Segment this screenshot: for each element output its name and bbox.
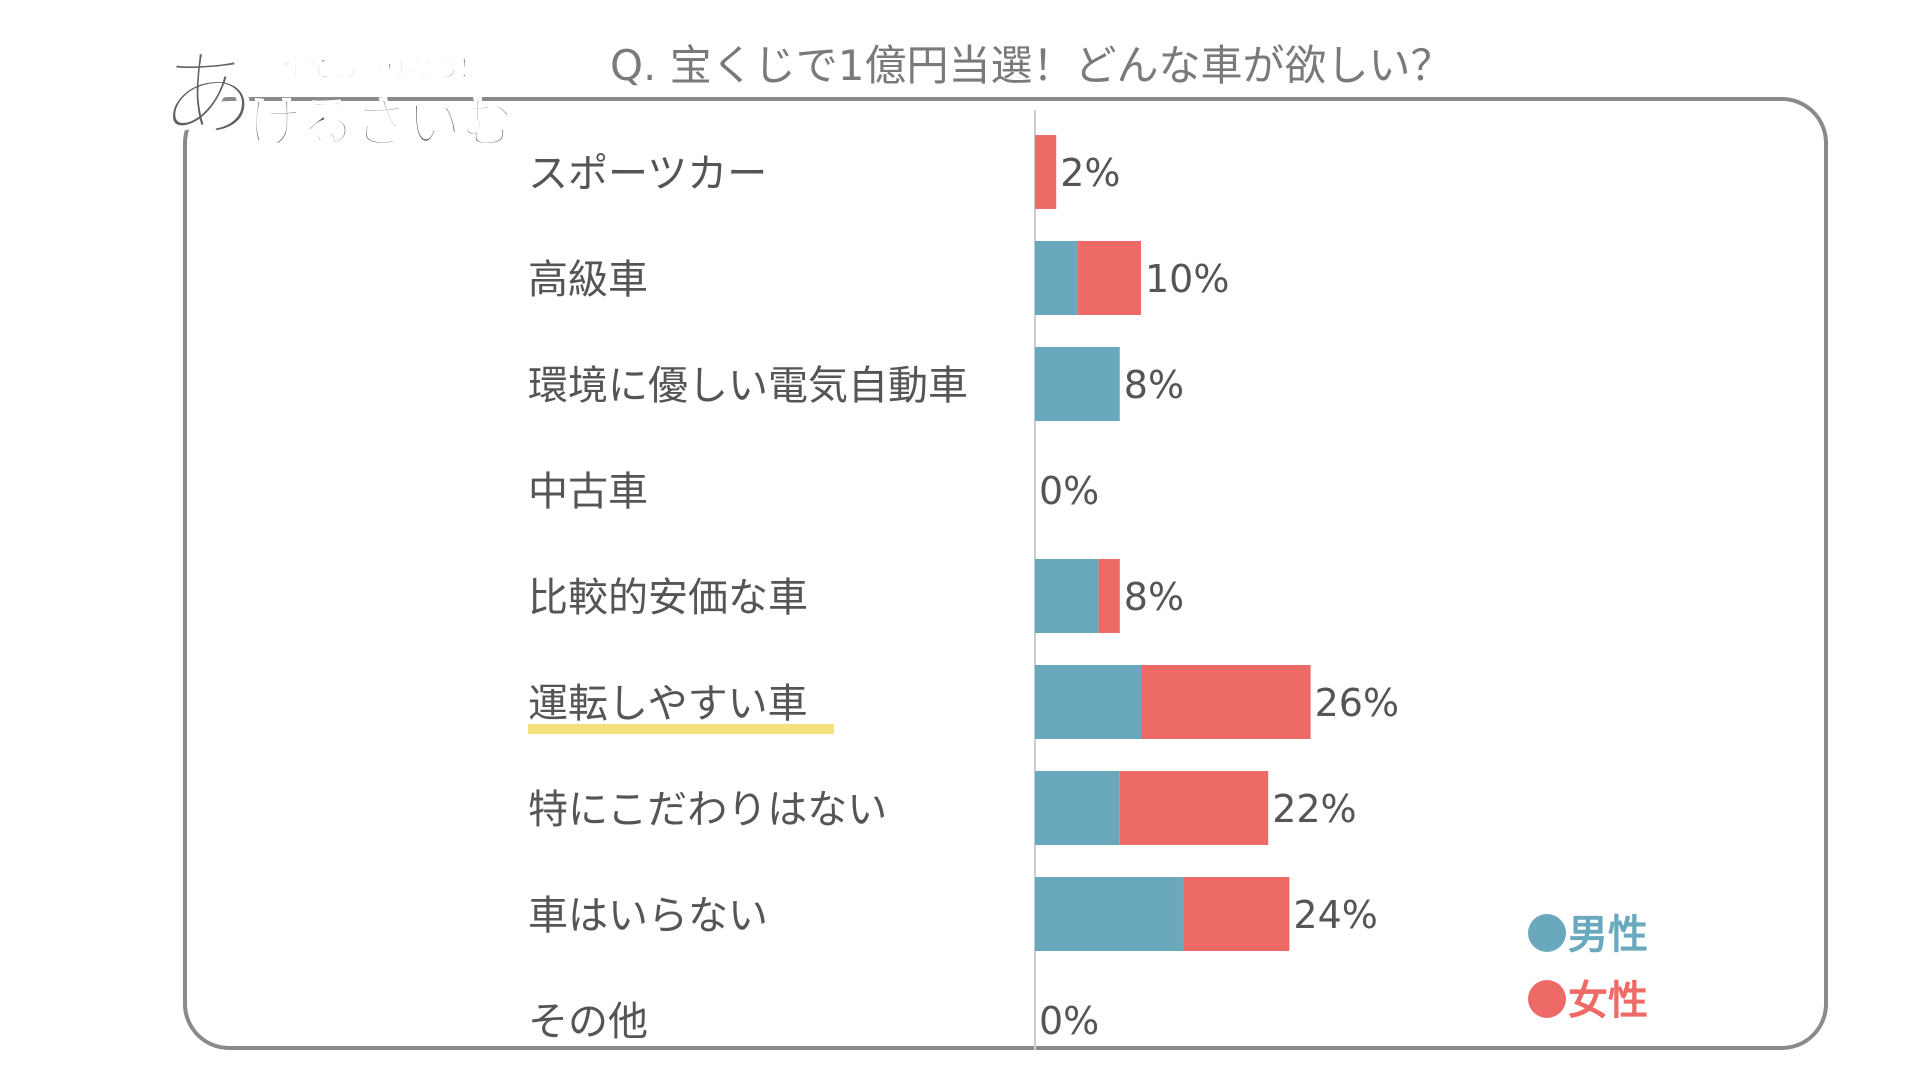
category-label: 高級車 bbox=[528, 257, 648, 303]
data-label: 10% bbox=[1145, 257, 1229, 301]
logo-tagline: 借金でお困りなら！ bbox=[257, 54, 484, 84]
data-label: 24% bbox=[1293, 893, 1377, 937]
category-highlight bbox=[528, 724, 834, 734]
bar-female bbox=[1098, 559, 1120, 633]
brand-logo: あ 借金でお困りなら！ けるさいむ bbox=[159, 39, 515, 156]
category-label: スポーツカー bbox=[528, 151, 767, 197]
bar-female bbox=[1183, 877, 1290, 951]
category-label: その他 bbox=[528, 999, 648, 1045]
data-label: 0% bbox=[1039, 999, 1099, 1043]
legend-male-label: 男性 bbox=[1568, 912, 1648, 958]
logo-wordmark: けるさいむ bbox=[247, 91, 515, 156]
category-label: 特にこだわりはない bbox=[528, 787, 887, 833]
legend-female-label: 女性 bbox=[1568, 978, 1648, 1024]
category-label: 環境に優しい電気自動車 bbox=[528, 363, 968, 409]
bar-male bbox=[1035, 559, 1099, 633]
legend-female: 女性 bbox=[1528, 968, 1648, 1026]
data-label: 2% bbox=[1060, 151, 1120, 195]
bar-male bbox=[1035, 347, 1120, 421]
chart-frame bbox=[183, 97, 1828, 1050]
data-label: 22% bbox=[1272, 787, 1356, 831]
legend-female-dot bbox=[1528, 980, 1566, 1018]
bar-female bbox=[1141, 665, 1311, 739]
bar-female bbox=[1035, 135, 1057, 209]
logo-mark: あ bbox=[159, 39, 257, 151]
category-label: 中古車 bbox=[528, 469, 648, 515]
legend-male: 男性 bbox=[1528, 902, 1648, 960]
data-label: 0% bbox=[1039, 469, 1099, 513]
bar-female bbox=[1119, 771, 1269, 845]
bar-male bbox=[1035, 241, 1078, 315]
data-label: 8% bbox=[1124, 575, 1184, 619]
category-label: 運転しやすい車 bbox=[528, 681, 808, 727]
bar-male bbox=[1035, 877, 1184, 951]
bar-male bbox=[1035, 771, 1120, 845]
bar-male bbox=[1035, 665, 1141, 739]
data-label: 8% bbox=[1124, 363, 1184, 407]
legend-male-dot bbox=[1528, 914, 1566, 952]
category-label: 車はいらない bbox=[528, 893, 768, 939]
category-label: 比較的安価な車 bbox=[528, 575, 808, 621]
data-label: 26% bbox=[1315, 681, 1399, 725]
chart-title: Q. 宝くじで1億円当選！どんな車が欲しい？ bbox=[610, 41, 1453, 90]
bar-female bbox=[1077, 241, 1141, 315]
